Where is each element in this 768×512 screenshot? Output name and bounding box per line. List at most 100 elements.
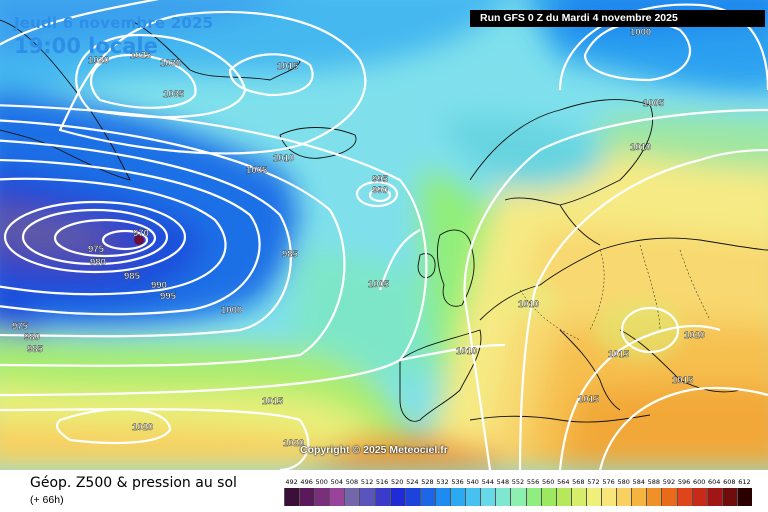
isobar-label: 1005: [246, 165, 268, 176]
isobar-label: 1010: [273, 153, 294, 164]
legend-tick: 536: [451, 478, 464, 486]
legend-tick: 528: [421, 478, 434, 486]
isobar-label: 1035: [163, 89, 185, 100]
legend-swatch: [570, 488, 587, 506]
legend-tick: 584: [632, 478, 645, 486]
coastlines: [0, 19, 768, 423]
legend-swatch: [314, 488, 330, 506]
legend-tick: 552: [511, 478, 525, 486]
legend-swatch: [676, 488, 693, 506]
isobar-label: 985: [282, 249, 299, 260]
map-canvas: 1020 1025 1030 1035 1015 1010 1005 995 9…: [0, 0, 768, 470]
legend-tick: 608: [723, 478, 736, 486]
isobar-label: 1030: [160, 58, 181, 69]
legend-tick: 596: [677, 478, 691, 486]
field-detail: [500, 280, 685, 360]
legend-tick: 564: [557, 478, 570, 486]
legend-swatch: [404, 488, 421, 506]
isobar-label: 1005: [643, 98, 665, 109]
legend-swatch: [736, 488, 753, 506]
isobar-label: 1015: [608, 349, 630, 360]
legend-tick: 516: [375, 478, 389, 486]
legend-tick: 548: [496, 478, 510, 486]
isobar-label: 1015: [578, 394, 600, 405]
forecast-time: 19:00 locale: [14, 34, 158, 58]
isobar-label: 1020: [132, 422, 153, 433]
isobar-label: 990: [372, 185, 388, 196]
copyright-notice: Copyright © 2025 Meteociel.fr: [300, 444, 448, 456]
isobar-label: 1015: [277, 61, 299, 72]
legend-tick: 600: [692, 478, 706, 486]
legend-tick: 572: [587, 478, 600, 486]
parameter-title: Géop. Z500 & pression au sol: [30, 475, 237, 491]
isobar-label: 1015: [262, 396, 284, 407]
legend-tick: 560: [541, 478, 555, 486]
legend-tick: 540: [466, 478, 479, 486]
isobar-label: 980: [90, 257, 106, 268]
legend-tick: 504: [330, 478, 344, 486]
isobar-label: 1020: [283, 438, 304, 449]
legend-swatch: [495, 488, 511, 506]
legend-tick: 496: [300, 478, 313, 486]
legend-tick: 500: [315, 478, 328, 486]
legend-tick: 512: [360, 478, 374, 486]
legend-swatch: [419, 488, 436, 506]
isobar-label: 1025: [130, 50, 152, 61]
legend-tick: 532: [436, 478, 449, 486]
isobar-label: 1005: [368, 279, 390, 290]
isobar-label: 1010: [630, 142, 651, 153]
legend-swatch: [706, 488, 723, 506]
low-center: [134, 235, 144, 245]
isobar-label: 1010: [456, 346, 477, 357]
legend-swatch: [585, 488, 602, 506]
legend-tick: 508: [345, 478, 359, 486]
legend-tick: 604: [708, 478, 721, 486]
legend-swatch: [525, 488, 542, 506]
color-legend: 492 496 500 504 508 512 516 520 524 528 532 536 540 5…: [284, 478, 753, 508]
legend-swatch: [434, 488, 451, 506]
isobar-labels: 1020 1025 1030 1035 1015 1010 1005 995 9…: [12, 27, 706, 449]
legend-swatch: [329, 488, 345, 506]
legend-tick: 612: [738, 478, 751, 486]
legend-tick: 592: [662, 478, 676, 486]
legend-tick: 588: [647, 478, 661, 486]
legend-tick: 492: [285, 478, 298, 486]
legend-tick: 576: [602, 478, 615, 486]
legend-swatch: [389, 488, 406, 506]
legend-swatch: [284, 488, 300, 506]
legend-tick: 580: [617, 478, 630, 486]
isobar-label: 1000: [630, 27, 651, 38]
legend-swatch: [721, 488, 738, 506]
legend-swatch: [344, 488, 360, 506]
legend-swatch: [450, 488, 466, 506]
isobars: [0, 0, 768, 470]
legend-swatch: [555, 488, 572, 506]
isobar-label: 1015: [672, 375, 694, 386]
lead-time: (+ 66h): [30, 494, 64, 506]
isobar-label: 970: [133, 228, 149, 239]
legend-swatch: [631, 488, 647, 506]
legend-swatch: [465, 488, 481, 506]
forecast-date: Jeudi 6 novembre 2025: [14, 14, 214, 32]
legend-tick: 556: [526, 478, 540, 486]
isobar-label: 980: [24, 332, 40, 343]
isobar-label: 975: [88, 244, 105, 255]
legend-swatch: [480, 488, 496, 506]
legend-swatch: [510, 488, 527, 506]
legend-tick: 544: [481, 478, 495, 486]
legend-swatch: [646, 488, 662, 506]
legend-tick: 568: [572, 478, 585, 486]
isobar-label: 975: [12, 321, 29, 332]
isobar-label: 1020: [88, 55, 109, 66]
legend-swatch: [616, 488, 632, 506]
legend-swatch: [661, 488, 677, 506]
legend-swatch: [540, 488, 557, 506]
legend-swatch: [691, 488, 708, 506]
isobar-label: 1020: [684, 330, 705, 341]
legend-swatch: [374, 488, 391, 506]
isobar-label: 1010: [518, 299, 539, 310]
isobar-label: 985: [27, 344, 44, 355]
legend-tick: 520: [391, 478, 404, 486]
run-banner: Run GFS 0 Z du Mardi 4 novembre 2025: [470, 10, 765, 27]
legend-tick: 524: [406, 478, 419, 486]
